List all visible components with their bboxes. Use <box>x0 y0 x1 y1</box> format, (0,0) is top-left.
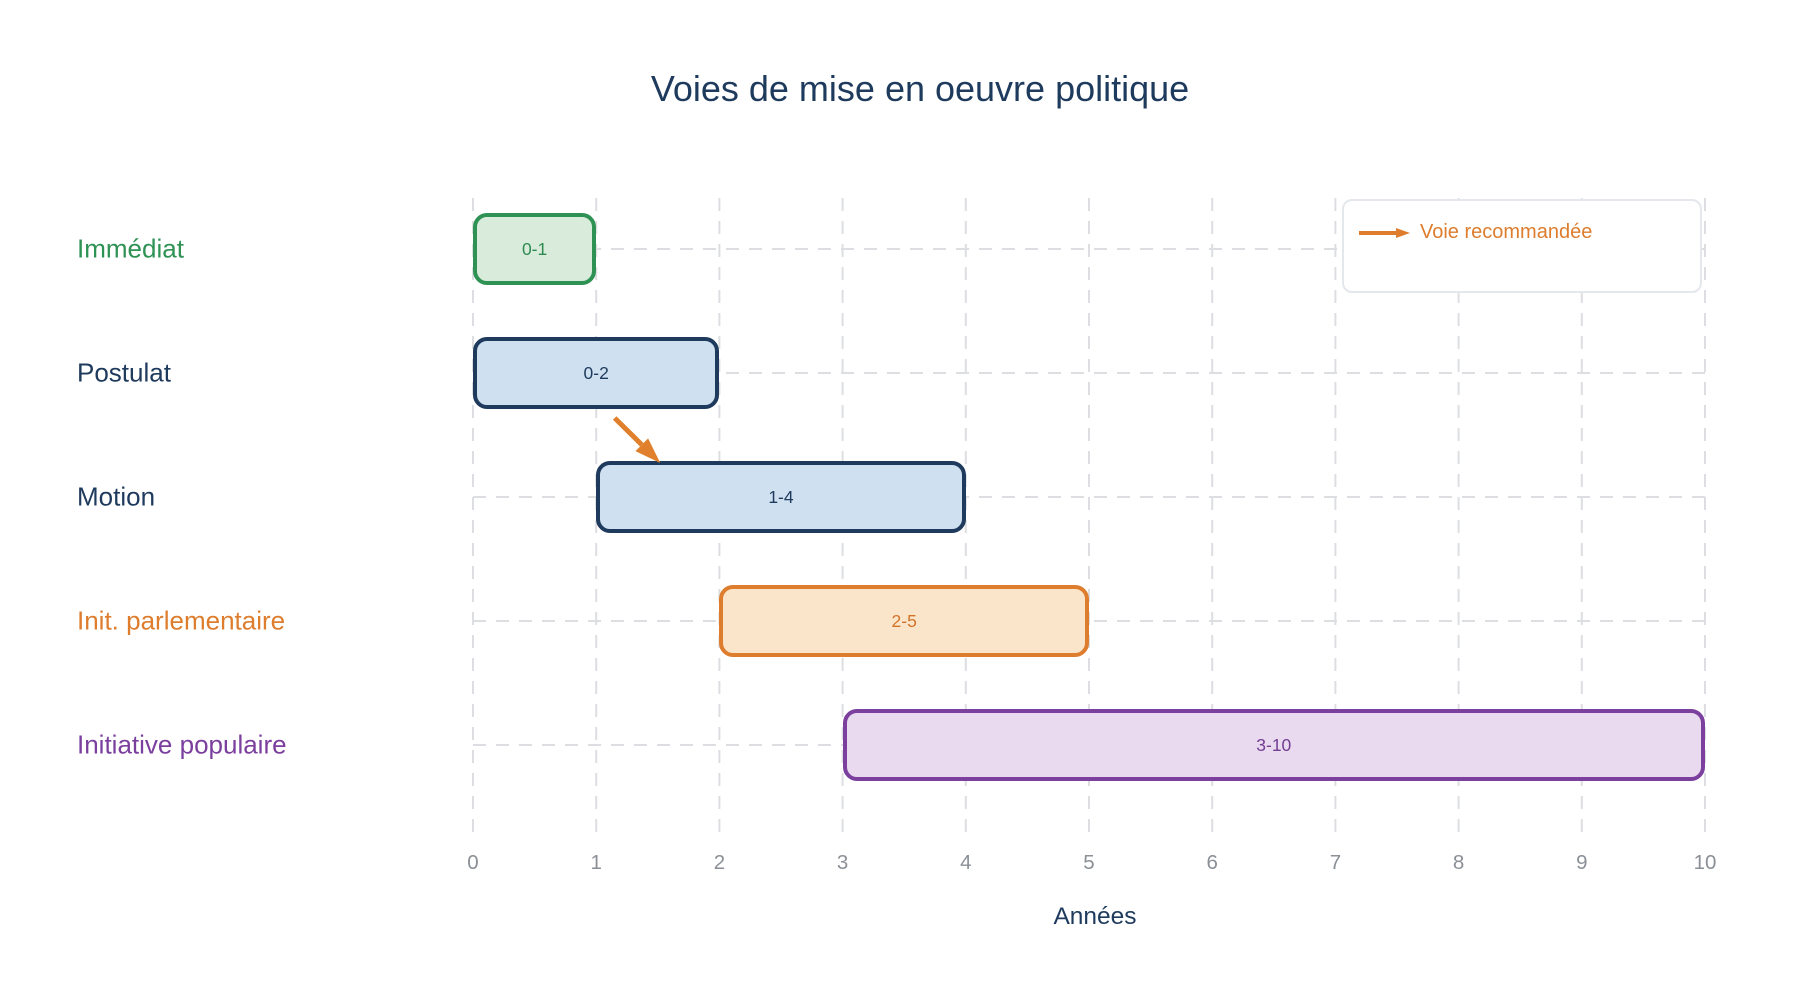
x-axis-title: Années <box>1053 903 1137 930</box>
category-label-immediat: Immédiat <box>77 233 184 264</box>
recommended-path-arrow-icon <box>1359 227 1410 238</box>
x-tick-label-3: 3 <box>836 851 849 874</box>
legend-entry-recommended-path: Voie recommandée <box>1358 221 1592 244</box>
recommended-path-arrow-line <box>612 416 644 447</box>
bar-immediat[interactable]: 0-1 <box>473 213 597 285</box>
category-label-initiative-populaire: Initiative populaire <box>77 729 287 760</box>
x-tick-label-1: 1 <box>590 851 602 874</box>
bar-value-label: 2-5 <box>891 610 917 631</box>
bar-motion[interactable]: 1-4 <box>596 461 966 533</box>
category-label-motion: Motion <box>77 481 156 512</box>
x-tick-label-2: 2 <box>713 851 726 874</box>
x-tick-label-8: 8 <box>1452 851 1465 874</box>
bar-value-label: 1-4 <box>768 486 794 507</box>
bar-value-label: 3-10 <box>1256 734 1292 755</box>
x-tick-label-0: 0 <box>467 851 479 874</box>
x-tick-label-6: 6 <box>1206 851 1218 874</box>
x-tick-label-4: 4 <box>960 851 972 874</box>
chart-title: Voies de mise en oeuvre politique <box>650 68 1190 109</box>
bar-value-label: 0-1 <box>521 238 548 259</box>
category-label-postulat: Postulat <box>77 357 171 388</box>
x-tick-label-10: 10 <box>1693 851 1717 874</box>
bar-value-label: 0-2 <box>583 362 609 383</box>
category-label-init-parlementaire: Init. parlementaire <box>77 605 286 636</box>
bar-initiative-populaire[interactable]: 3-10 <box>842 709 1705 781</box>
x-tick-label-7: 7 <box>1329 851 1342 874</box>
x-tick-label-9: 9 <box>1576 851 1588 874</box>
legend-label: Voie recommandée <box>1420 221 1593 243</box>
bar-init-parlementaire[interactable]: 2-5 <box>719 585 1089 657</box>
recommended-path-arrowhead-icon <box>635 438 661 463</box>
x-tick-label-5: 5 <box>1083 851 1095 874</box>
bar-postulat[interactable]: 0-2 <box>473 337 720 409</box>
legend[interactable]: Voie recommandée <box>1342 199 1702 293</box>
